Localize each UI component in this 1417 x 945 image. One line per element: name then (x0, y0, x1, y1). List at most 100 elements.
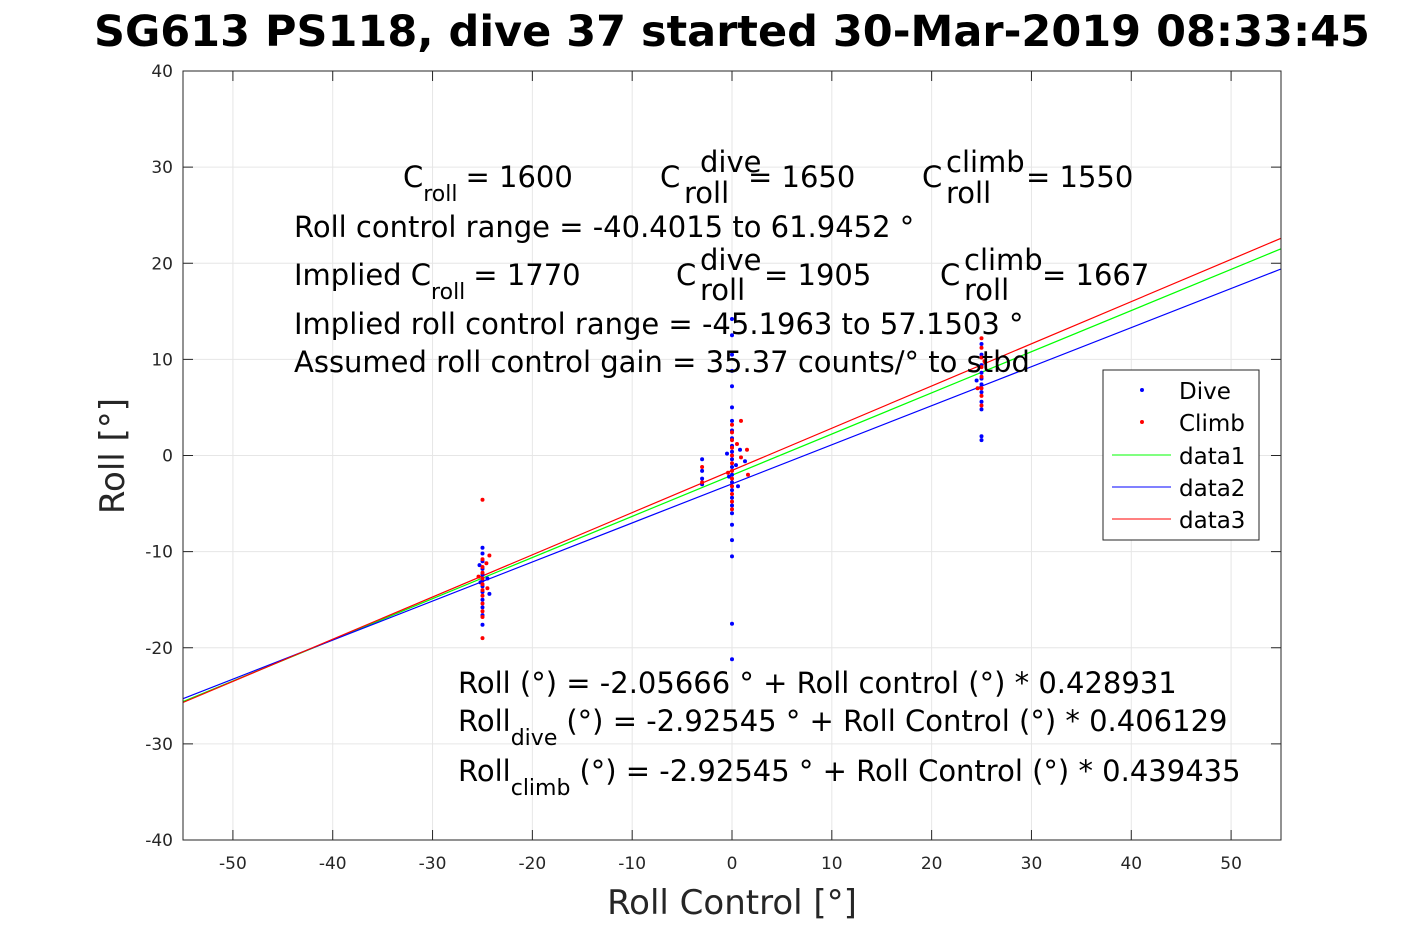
point-dive (700, 468, 705, 473)
point-climb (730, 499, 734, 504)
point-dive (730, 522, 734, 527)
point-dive (738, 447, 742, 452)
point-climb (979, 336, 984, 341)
point-climb (730, 422, 734, 427)
x-tick-label: 30 (1021, 854, 1043, 874)
point-dive (979, 399, 984, 404)
point-dive (730, 317, 734, 321)
point-dive (979, 438, 984, 443)
annotation-implied-c-dive: C (676, 258, 696, 292)
x-tick-label: 10 (821, 854, 843, 874)
point-dive (730, 503, 734, 508)
legend-marker-dive (1140, 388, 1144, 392)
point-dive (974, 378, 979, 383)
point-dive (485, 576, 490, 581)
point-dive (730, 465, 734, 469)
point-dive (730, 554, 734, 559)
point-dive (725, 451, 729, 456)
annotation-c-dive-sup: dive (700, 145, 761, 179)
x-tick-label: 50 (1220, 854, 1242, 874)
annotation-fit-climb: Rollclimb(°) = -2.92545 ° + Roll Control… (458, 754, 1241, 801)
point-climb (730, 476, 734, 481)
point-dive (979, 390, 984, 395)
point-dive (700, 476, 705, 481)
point-climb (730, 468, 734, 473)
point-climb (979, 393, 984, 398)
point-climb (979, 355, 984, 360)
point-dive (730, 449, 734, 454)
point-dive (480, 545, 485, 550)
point-dive (727, 474, 731, 479)
point-climb (480, 615, 485, 619)
point-climb (730, 507, 734, 512)
point-dive (730, 472, 734, 477)
point-dive (477, 563, 482, 568)
y-axis-label: Roll [°] (93, 398, 133, 514)
annotation-c-climb-sub: roll (946, 176, 991, 210)
legend: Dive Climb data1 data2 data3 (1102, 369, 1260, 541)
annotation-c-climb-sup: climb (946, 145, 1025, 179)
annotation-c-roll: Croll= 1600 (403, 160, 573, 207)
point-climb (982, 359, 987, 364)
annotation-c-dive-sub: roll (684, 176, 729, 210)
y-tick-label: -30 (145, 735, 173, 755)
annotation-implied-range: Implied roll control range = -45.1963 to… (294, 307, 1024, 341)
point-dive (979, 370, 984, 375)
point-climb (480, 588, 485, 593)
annotations: Croll= 1600 C dive roll = 1650 C climb r… (294, 145, 1241, 801)
point-dive (730, 368, 734, 373)
annotation-implied-c-climb-sub: roll (964, 273, 1009, 307)
point-dive (730, 384, 734, 389)
legend-marker-climb (1140, 420, 1144, 424)
point-climb (480, 593, 485, 598)
point-dive (730, 352, 734, 357)
point-climb (480, 497, 485, 502)
annotation-implied-c-dive-sup: dive (700, 243, 761, 277)
point-dive (480, 605, 485, 610)
chart-title: SG613 PS118, dive 37 started 30-Mar-2019… (94, 7, 1370, 57)
point-climb (700, 480, 705, 485)
point-climb (480, 570, 485, 575)
annotation-implied-c-climb-value: = 1667 (1042, 258, 1149, 292)
point-climb (487, 553, 492, 558)
point-climb (979, 345, 984, 350)
point-dive (730, 488, 734, 493)
point-climb (476, 574, 481, 579)
y-tick-label: 0 (162, 447, 173, 467)
point-climb (730, 445, 734, 450)
legend-label-data3: data3 (1179, 508, 1245, 534)
tick-labels: -50 -40 -30 -20 -10 0 10 20 30 40 50 -40 -30 -20 -10 0 1… (145, 62, 1281, 874)
point-climb (480, 601, 485, 606)
x-tick-label: 0 (727, 854, 738, 874)
point-dive (736, 484, 740, 489)
annotation-implied-c-roll: Implied Croll= 1770 (294, 258, 581, 305)
point-climb (745, 447, 749, 452)
legend-label-dive: Dive (1179, 379, 1231, 405)
point-dive (730, 621, 734, 626)
point-climb (484, 561, 489, 566)
point-dive (700, 457, 705, 462)
point-dive (730, 333, 734, 338)
annotation-gain: Assumed roll control gain = 35.37 counts… (294, 345, 1030, 379)
y-tick-label: -20 (145, 639, 173, 659)
point-dive (730, 457, 734, 462)
point-climb (739, 418, 743, 423)
point-climb (730, 492, 734, 496)
point-dive (979, 352, 984, 357)
point-climb (480, 636, 485, 641)
point-dive (480, 622, 485, 627)
point-dive (487, 591, 492, 596)
point-dive (979, 382, 984, 387)
point-dive (730, 495, 734, 500)
point-climb (480, 565, 485, 569)
point-climb (735, 442, 739, 446)
x-tick-label: 40 (1120, 854, 1142, 874)
y-tick-label: 10 (151, 350, 173, 370)
x-tick-label: -10 (618, 854, 646, 874)
point-dive (480, 597, 485, 602)
point-climb (975, 386, 980, 391)
annotation-implied-c-dive-sub: roll (700, 273, 745, 307)
x-tick-label: -20 (518, 854, 546, 874)
annotation-roll-control-range: Roll control range = -40.4015 to 61.9452… (294, 210, 914, 244)
point-climb (979, 386, 984, 391)
